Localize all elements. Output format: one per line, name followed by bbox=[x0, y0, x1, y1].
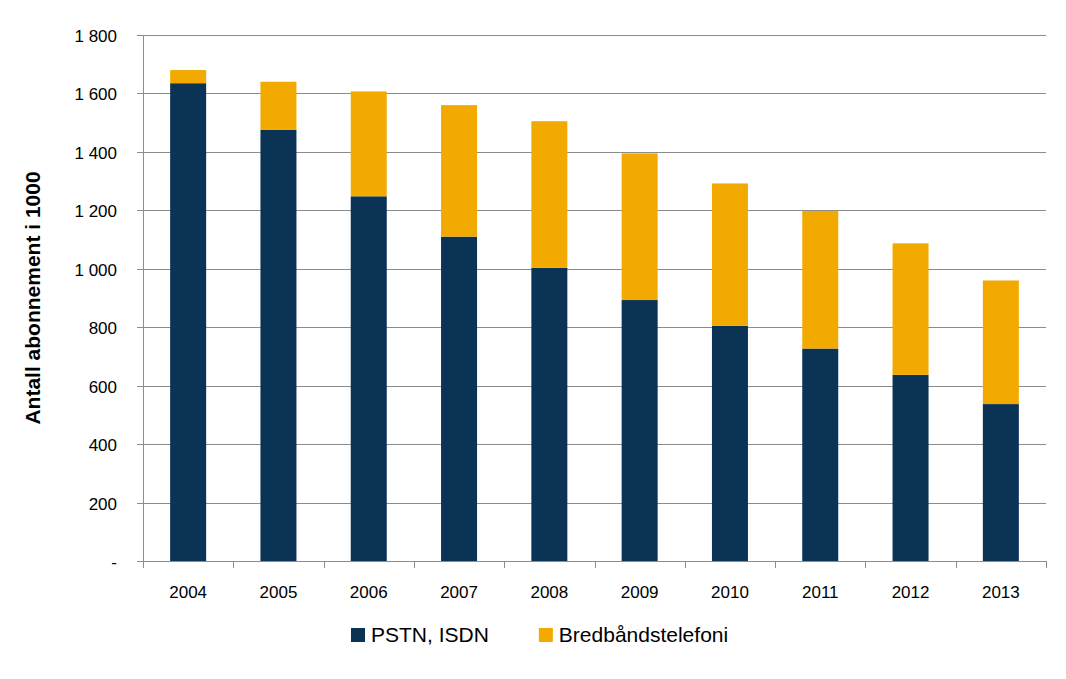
y-tick-label: 1 400 bbox=[74, 144, 117, 163]
bar-segment bbox=[170, 83, 206, 561]
y-tick bbox=[137, 35, 143, 36]
x-tick-label: 2008 bbox=[530, 583, 568, 602]
bars bbox=[170, 70, 1019, 561]
bar-segment bbox=[983, 280, 1019, 404]
y-tick bbox=[137, 561, 143, 562]
x-tick bbox=[414, 561, 415, 568]
bar-segment bbox=[531, 121, 567, 268]
y-tick-label: 400 bbox=[89, 436, 117, 455]
y-tick-label: 1 600 bbox=[74, 85, 117, 104]
y-tick bbox=[137, 210, 143, 211]
y-axis bbox=[143, 35, 144, 561]
x-axis bbox=[143, 561, 1046, 562]
y-tick-label: 800 bbox=[89, 319, 117, 338]
x-tick bbox=[233, 561, 234, 568]
legend-swatch bbox=[539, 628, 553, 642]
bar-segment bbox=[531, 268, 567, 561]
bar-segment bbox=[351, 91, 387, 196]
x-tick-label: 2007 bbox=[440, 583, 478, 602]
grid-line bbox=[143, 35, 1046, 36]
bar-segment bbox=[441, 237, 477, 561]
grid bbox=[137, 36, 1046, 562]
x-tick-label: 2012 bbox=[892, 583, 930, 602]
chart-container: - 200 400 600 800 1 000 1 200 1 400 1 600 1 800 20… bbox=[0, 0, 1066, 679]
bar-segment bbox=[622, 300, 658, 561]
x-tick bbox=[775, 561, 776, 568]
bar-segment bbox=[351, 196, 387, 561]
y-tick-label: 1 800 bbox=[74, 27, 117, 46]
y-tick-label: 1 200 bbox=[74, 202, 117, 221]
y-tick-label: 200 bbox=[89, 495, 117, 514]
bar-segment bbox=[441, 105, 477, 237]
bar-segment bbox=[712, 183, 748, 325]
x-tick-label: 2009 bbox=[621, 583, 659, 602]
y-tick bbox=[137, 152, 143, 153]
legend-label: PSTN, ISDN bbox=[371, 623, 489, 646]
x-tick-label: 2011 bbox=[802, 583, 839, 602]
bar-segment bbox=[893, 375, 929, 561]
x-tick bbox=[143, 561, 144, 568]
bar-segment bbox=[260, 82, 296, 130]
x-tick-label: 2013 bbox=[982, 583, 1020, 602]
x-tick bbox=[324, 561, 325, 568]
x-tick bbox=[1046, 561, 1047, 568]
y-tick bbox=[137, 269, 143, 270]
x-tick bbox=[595, 561, 596, 568]
bar-segment bbox=[802, 349, 838, 561]
y-tick bbox=[137, 444, 143, 445]
bar-segment bbox=[893, 243, 929, 374]
y-tick bbox=[137, 93, 143, 94]
x-tick-label: 2005 bbox=[260, 583, 298, 602]
y-tick-label: 600 bbox=[89, 378, 117, 397]
bar-segment bbox=[260, 130, 296, 561]
legend-swatch bbox=[351, 628, 365, 642]
bar-segment bbox=[622, 153, 658, 300]
bar-segment bbox=[170, 70, 206, 83]
x-tick-label: 2004 bbox=[169, 583, 207, 602]
y-axis-label: Antall abonnement i 1000 bbox=[21, 171, 44, 424]
y-tick bbox=[137, 386, 143, 387]
x-tick-label: 2010 bbox=[711, 583, 749, 602]
bar-segment bbox=[802, 211, 838, 349]
legend: PSTN, ISDN Bredbåndstelefoni bbox=[351, 623, 728, 646]
x-tick bbox=[956, 561, 957, 568]
bar-segment bbox=[712, 326, 748, 561]
x-tick bbox=[865, 561, 866, 568]
bar-segment bbox=[983, 404, 1019, 561]
y-tick bbox=[137, 503, 143, 504]
x-tick-label: 2006 bbox=[350, 583, 388, 602]
chart-svg: - 200 400 600 800 1 000 1 200 1 400 1 600 1 800 20… bbox=[0, 0, 1066, 679]
x-tick bbox=[685, 561, 686, 568]
y-tick-label: - bbox=[111, 553, 117, 572]
y-tick-label: 1 000 bbox=[74, 261, 117, 280]
y-tick bbox=[137, 327, 143, 328]
x-tick bbox=[504, 561, 505, 568]
legend-label: Bredbåndstelefoni bbox=[559, 623, 728, 646]
